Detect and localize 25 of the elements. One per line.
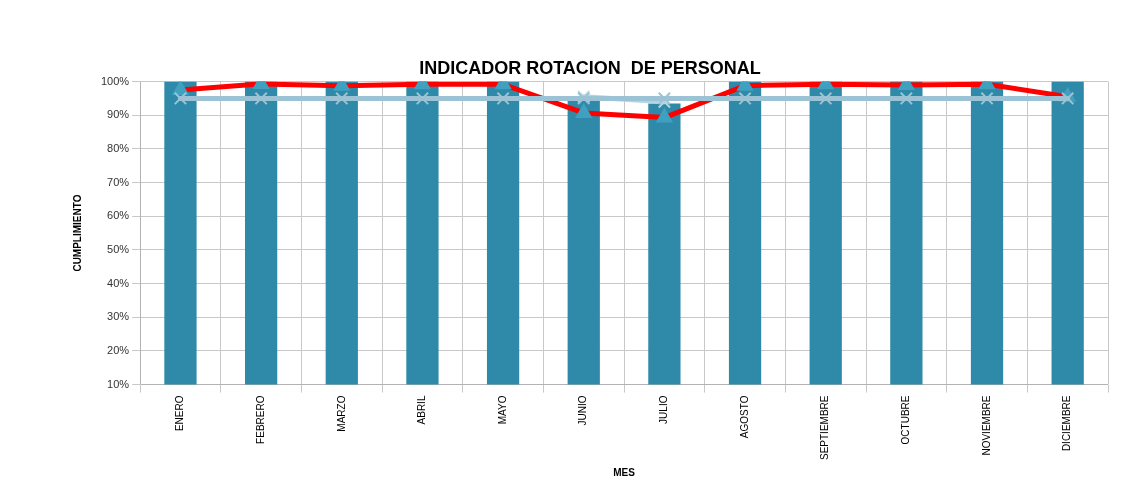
y-tick-label: 80% bbox=[107, 141, 130, 154]
x-tick-label: NOVIEMBRE bbox=[980, 395, 992, 456]
y-tick-label: 40% bbox=[107, 276, 130, 289]
x-tick-label: OCTUBRE bbox=[900, 395, 912, 445]
x-tick-label: MARZO bbox=[335, 395, 347, 432]
x-tick-label: MAYO bbox=[496, 395, 508, 425]
x-tick-label: JUNIO bbox=[577, 395, 589, 426]
x-tick-label: DICIEMBRE bbox=[1061, 395, 1073, 452]
x-tick-label: AGOSTO bbox=[738, 395, 750, 439]
y-tick-label: 50% bbox=[107, 242, 130, 255]
x-tick-label: FEBRERO bbox=[254, 395, 266, 444]
x-tick-label: ENERO bbox=[174, 395, 186, 432]
y-tick-label: 70% bbox=[107, 175, 130, 188]
x-tick-label: ABRIL bbox=[416, 395, 428, 425]
y-tick-label: 60% bbox=[107, 209, 130, 222]
y-axis-title: CUMPLIMIENTO bbox=[71, 194, 83, 272]
y-tick-label: 30% bbox=[107, 310, 130, 323]
x-tick-label: JULIO bbox=[658, 395, 670, 424]
y-tick-label: 90% bbox=[107, 108, 130, 121]
x-axis-title: MES bbox=[613, 466, 636, 478]
y-tick-label: 20% bbox=[107, 343, 130, 356]
y-tick-label: 100% bbox=[100, 74, 130, 87]
x-tick-label: SEPTIEMBRE bbox=[819, 395, 831, 461]
y-tick-label: 10% bbox=[107, 377, 130, 390]
chart-title: INDICADOR ROTACION DE PERSONAL bbox=[419, 57, 761, 78]
